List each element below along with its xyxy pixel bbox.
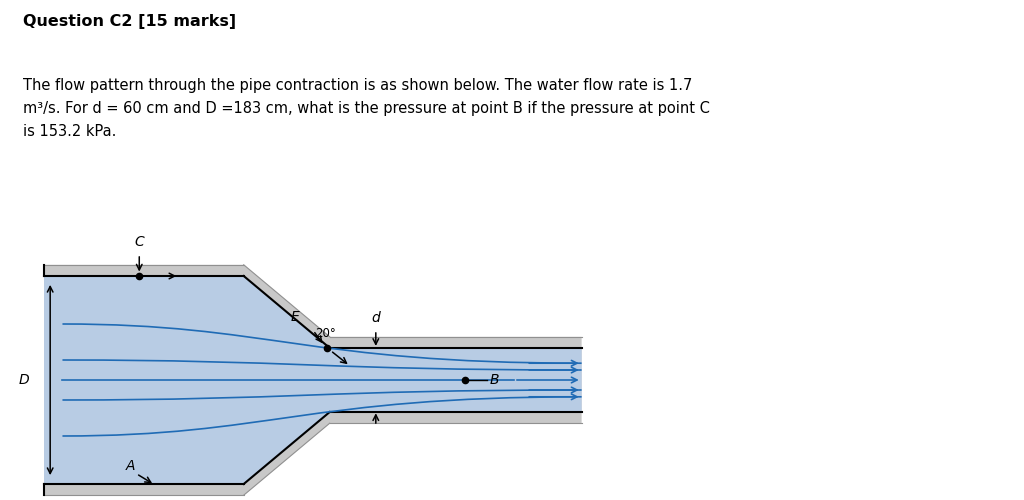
Text: d: d <box>372 311 380 325</box>
Text: A: A <box>125 459 135 473</box>
Polygon shape <box>44 276 582 484</box>
Text: The flow pattern through the pipe contraction is as shown below. The water flow : The flow pattern through the pipe contra… <box>23 78 710 139</box>
Text: 20°: 20° <box>315 327 336 340</box>
Text: Question C2 [15 marks]: Question C2 [15 marks] <box>23 14 236 29</box>
Text: B: B <box>489 373 499 387</box>
Text: D: D <box>19 373 30 387</box>
Text: C: C <box>134 235 144 249</box>
Text: E: E <box>291 310 299 324</box>
Polygon shape <box>44 265 582 495</box>
